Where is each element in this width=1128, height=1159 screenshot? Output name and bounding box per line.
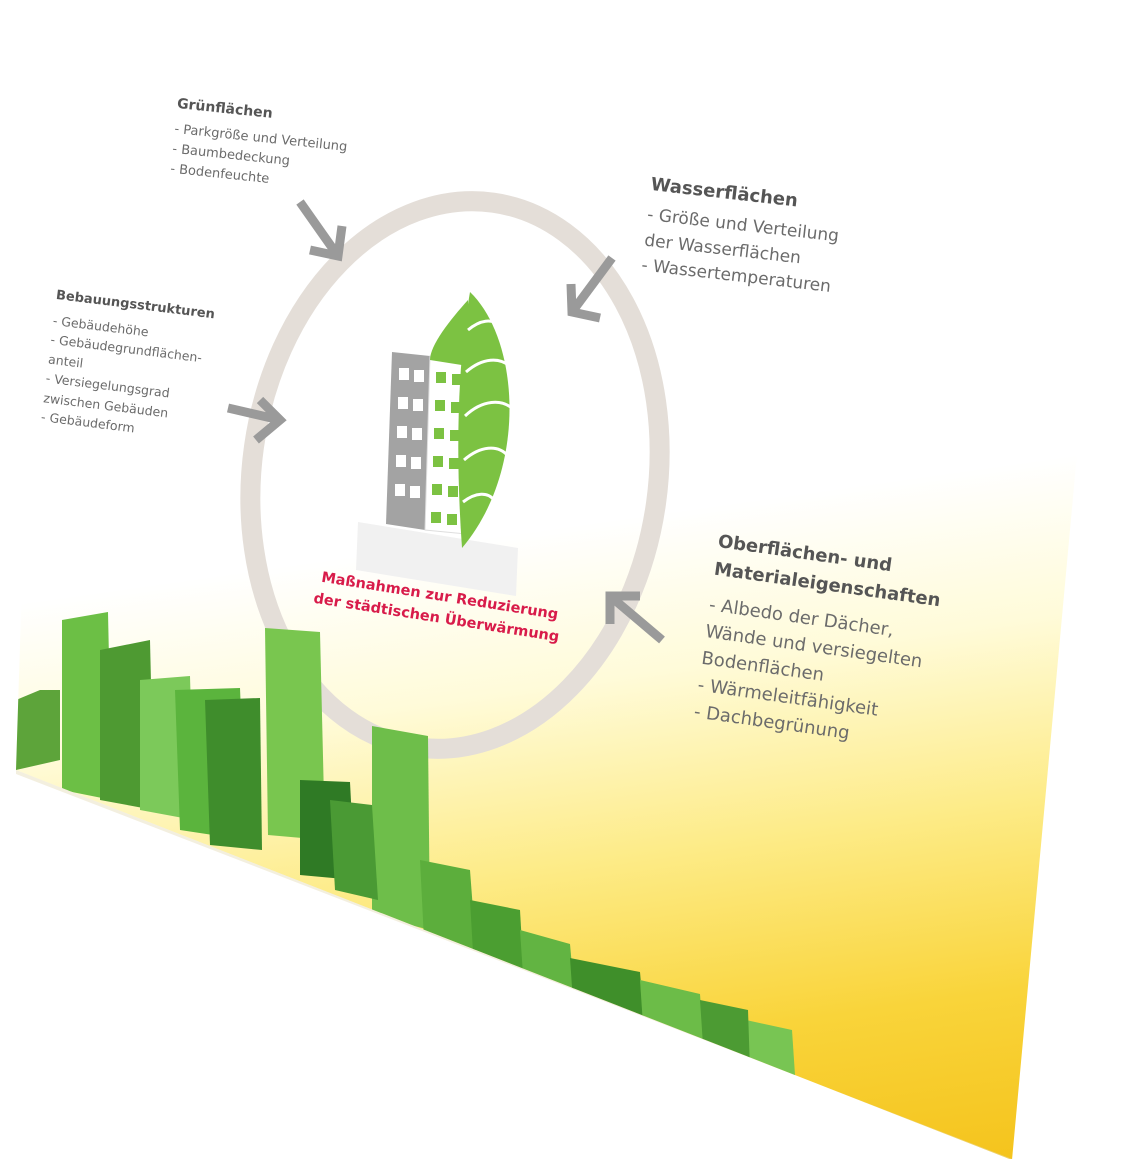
group-wasserflaechen: Wasserflächen - Größe und Verteilung der… (640, 174, 843, 301)
group-items: - Gebäudehöhe - Gebäudegrundflächen- ant… (40, 311, 213, 446)
group-gruenflaechen: Grünflächen - Parkgröße und Verteilung -… (169, 96, 351, 198)
arrow-icon-wasser (566, 255, 616, 323)
group-bebauungsstrukturen: Bebauungsstrukturen - Gebäudehöhe - Gebä… (40, 288, 215, 446)
arrow-icon-gruen (296, 199, 347, 262)
city-skyline (16, 612, 796, 1090)
group-oberflaechen: Oberflächen- und Materialeigenschaften -… (692, 528, 946, 757)
arrow-icon-ober (605, 591, 665, 644)
arrow-icon-bebau (226, 396, 287, 444)
building-leaf-icon (356, 292, 518, 596)
